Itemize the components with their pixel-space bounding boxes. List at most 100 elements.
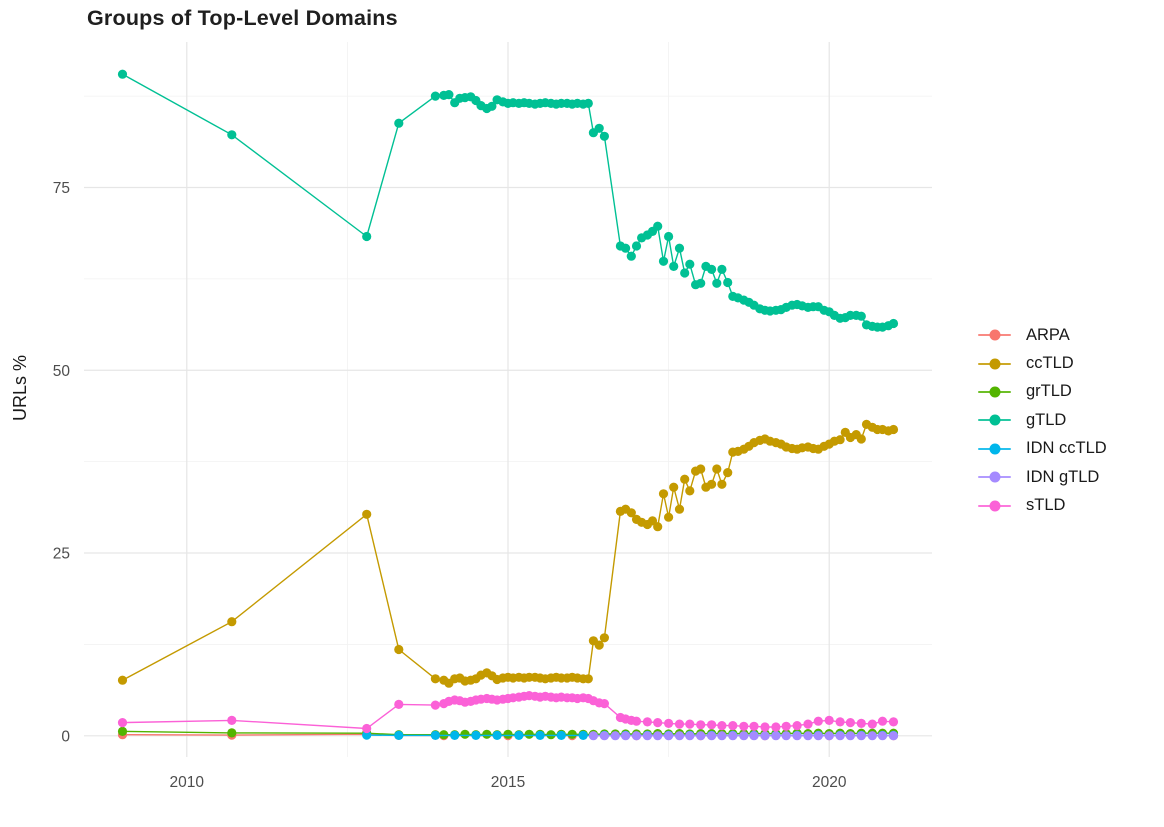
data-point <box>877 716 888 726</box>
data-point <box>888 731 899 741</box>
data-point <box>578 730 588 741</box>
data-point <box>728 731 738 741</box>
x-tick-label: 2015 <box>491 774 525 791</box>
data-point <box>430 674 440 684</box>
data-point <box>594 123 604 133</box>
x-tick-label: 2020 <box>812 774 847 791</box>
data-point <box>631 716 642 726</box>
data-point <box>856 731 866 741</box>
data-point <box>583 674 593 684</box>
legend-label: ccTLD <box>1026 354 1074 373</box>
gridlines-major <box>84 42 932 757</box>
y-tick-label: 25 <box>53 546 70 563</box>
data-point <box>514 730 524 741</box>
data-point <box>471 730 481 741</box>
data-point <box>117 675 128 685</box>
legend-key-icon <box>978 356 1011 372</box>
data-point <box>487 101 497 111</box>
data-point <box>653 522 663 532</box>
chart-title: Groups of Top-Level Domains <box>87 6 398 30</box>
legend-key-icon <box>978 384 1011 400</box>
data-point <box>845 731 856 741</box>
data-point <box>696 278 706 288</box>
data-point <box>669 261 679 271</box>
data-point <box>664 512 674 522</box>
legend-key-dot <box>989 471 1000 483</box>
data-point <box>696 731 706 741</box>
legend-key-dot <box>989 443 1000 455</box>
data-point <box>728 721 738 731</box>
data-point <box>594 640 604 650</box>
data-point <box>760 722 770 732</box>
data-point <box>712 464 722 474</box>
legend-item-sTLD: sTLD <box>978 491 1107 519</box>
series-layer <box>117 69 899 741</box>
data-point <box>717 479 727 489</box>
data-point <box>664 718 674 729</box>
data-point <box>394 730 404 741</box>
data-point <box>621 243 631 253</box>
data-point <box>362 723 372 734</box>
data-point <box>717 264 727 274</box>
data-point <box>227 728 237 738</box>
data-point <box>658 256 669 266</box>
legend: ARPA ccTLD grTLD gTLD IDN ccTLD IDN gTLD sTLD <box>978 321 1107 520</box>
data-point <box>813 731 823 741</box>
data-point <box>362 730 372 740</box>
data-point <box>749 731 759 741</box>
data-point <box>771 722 781 732</box>
legend-key-dot <box>989 500 1000 512</box>
data-point <box>771 731 781 741</box>
data-point <box>535 730 545 741</box>
data-point <box>835 717 845 727</box>
data-point <box>717 731 727 741</box>
data-point <box>482 729 492 739</box>
data-point <box>430 91 440 101</box>
data-point <box>626 508 636 518</box>
data-point <box>685 259 695 269</box>
legend-label: ARPA <box>1026 325 1070 344</box>
data-point <box>631 731 642 741</box>
legend-label: IDN gTLD <box>1026 467 1100 486</box>
data-point <box>856 434 866 444</box>
data-point <box>707 731 717 741</box>
data-point <box>394 699 404 710</box>
axis-tick-labels: 0 25 50 75 2010 2015 2020 <box>53 180 847 791</box>
legend-item-IDN-ccTLD: IDN ccTLD <box>978 435 1107 463</box>
data-point <box>674 731 685 741</box>
data-point <box>503 729 513 739</box>
data-point <box>835 435 845 445</box>
legend-key-dot <box>989 329 1000 341</box>
data-point <box>680 474 690 484</box>
series-sTLD <box>117 691 899 734</box>
data-point <box>803 719 813 729</box>
data-point <box>362 509 372 519</box>
data-point <box>717 721 727 731</box>
data-point <box>781 731 791 741</box>
data-point <box>394 118 404 128</box>
data-point <box>621 731 631 741</box>
legend-key-icon <box>978 441 1011 457</box>
data-point <box>588 731 599 741</box>
data-point <box>599 699 610 709</box>
data-point <box>749 721 759 731</box>
legend-item-ARPA: ARPA <box>978 321 1107 349</box>
legend-key-icon <box>978 469 1011 485</box>
data-point <box>674 243 685 253</box>
data-point <box>760 731 770 741</box>
data-point <box>792 731 802 741</box>
y-axis-label: URLs % <box>10 355 30 421</box>
data-point <box>680 268 690 278</box>
data-point <box>723 468 733 478</box>
data-point <box>653 221 663 231</box>
data-point <box>739 731 749 741</box>
data-point <box>674 504 685 514</box>
data-point <box>888 717 899 727</box>
legend-key-icon <box>978 327 1011 343</box>
data-point <box>567 729 577 739</box>
data-point <box>362 231 372 242</box>
data-point <box>610 731 620 741</box>
data-point <box>696 720 706 730</box>
